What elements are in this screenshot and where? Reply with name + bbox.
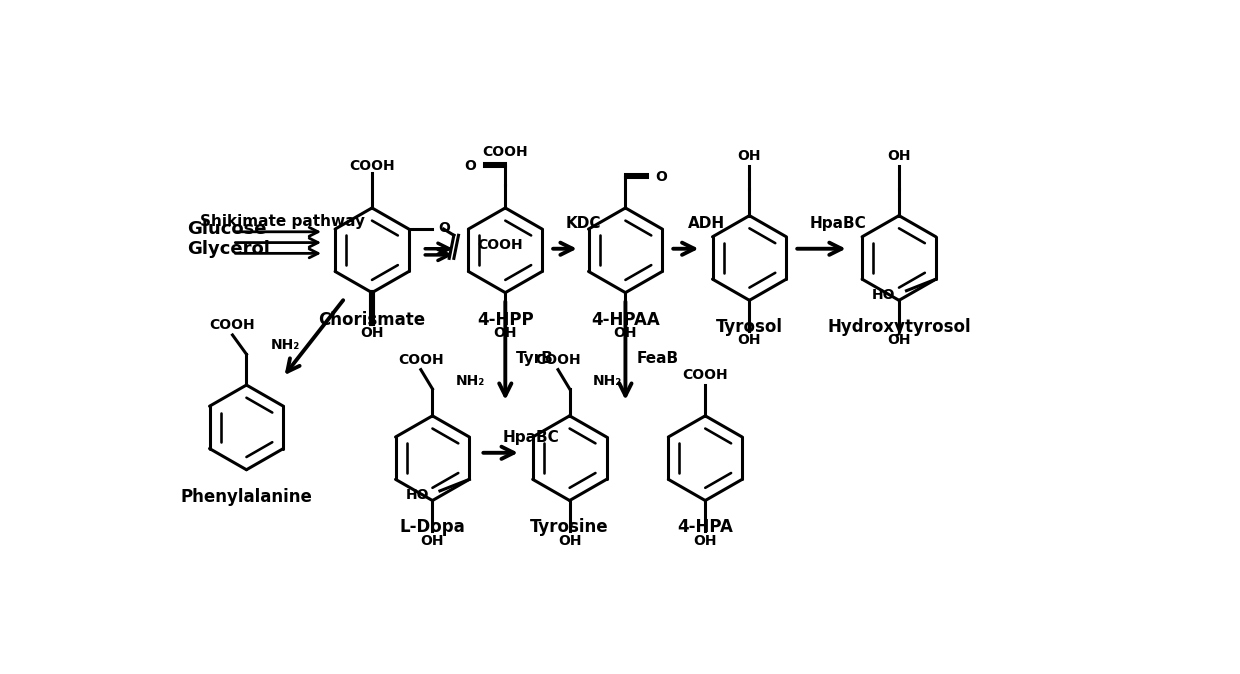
Text: NH₂: NH₂	[456, 374, 485, 388]
Text: OH: OH	[420, 534, 444, 547]
Text: Tyrosol: Tyrosol	[715, 318, 782, 336]
Text: Shikimate pathway: Shikimate pathway	[201, 214, 366, 229]
Text: OH: OH	[738, 334, 761, 347]
Text: 4-HPAA: 4-HPAA	[591, 311, 660, 329]
Text: Hydroxytyrosol: Hydroxytyrosol	[827, 318, 971, 336]
Text: L-Dopa: L-Dopa	[399, 518, 465, 537]
Text: COOH: COOH	[210, 318, 255, 332]
Text: COOH: COOH	[350, 158, 394, 173]
Text: O: O	[464, 158, 476, 173]
Text: COOH: COOH	[482, 146, 528, 160]
Text: OH: OH	[888, 148, 910, 162]
Text: O: O	[655, 170, 667, 184]
Text: O: O	[439, 220, 450, 235]
Text: OH: OH	[738, 148, 761, 162]
Text: NH₂: NH₂	[272, 338, 300, 352]
Text: Tyrosine: Tyrosine	[531, 518, 609, 537]
Text: COOH: COOH	[536, 353, 580, 367]
Text: Glycerol: Glycerol	[187, 240, 270, 257]
Text: ADH: ADH	[688, 216, 725, 231]
Text: OH: OH	[494, 326, 517, 340]
Text: Phenylalanine: Phenylalanine	[181, 488, 312, 506]
Text: NH₂: NH₂	[593, 374, 622, 388]
Text: Glucose: Glucose	[187, 220, 267, 239]
Text: COOH: COOH	[398, 353, 444, 367]
Text: OH: OH	[361, 326, 383, 340]
Text: Chorismate: Chorismate	[319, 311, 425, 329]
Text: COOH: COOH	[477, 237, 523, 251]
Text: 4-HPP: 4-HPP	[477, 311, 533, 329]
Text: COOH: COOH	[682, 368, 728, 382]
Text: FeaB: FeaB	[637, 350, 680, 365]
Text: HO: HO	[405, 488, 429, 501]
Text: HpaBC: HpaBC	[502, 430, 559, 445]
Text: OH: OH	[558, 534, 582, 547]
Text: OH: OH	[888, 334, 910, 347]
Text: HpaBC: HpaBC	[810, 216, 867, 231]
Text: TyrB: TyrB	[516, 350, 553, 365]
Text: KDC: KDC	[565, 216, 601, 231]
Text: HO: HO	[872, 288, 895, 301]
Text: OH: OH	[614, 326, 637, 340]
Text: OH: OH	[693, 534, 717, 547]
Text: 4-HPA: 4-HPA	[677, 518, 733, 537]
